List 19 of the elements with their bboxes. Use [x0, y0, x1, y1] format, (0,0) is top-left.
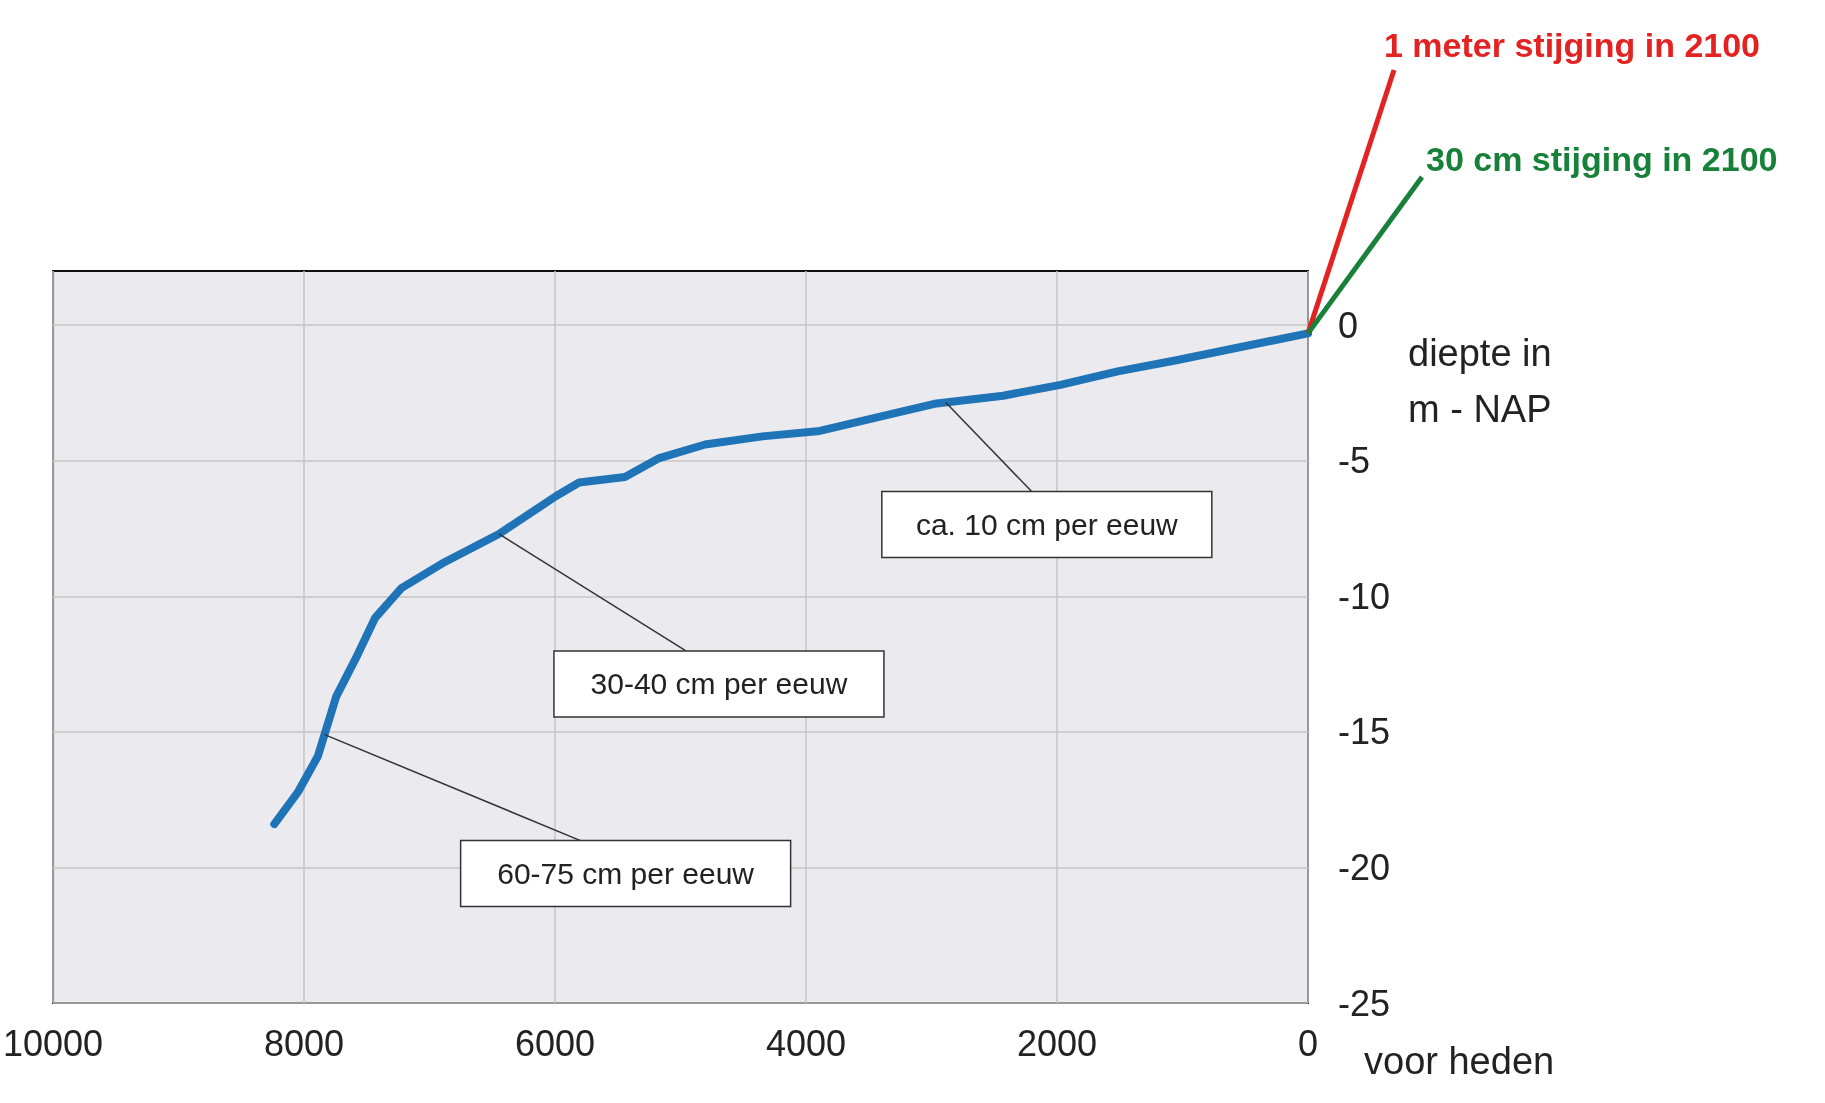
annotation: 1 meter stijging in 2100 — [1384, 26, 1761, 64]
annotation: 60-75 cm per eeuw — [497, 857, 755, 891]
annotation: 30 cm stijging in 2100 — [1426, 140, 1778, 178]
y-tick-label: -5 — [1338, 440, 1371, 482]
x-tick-label: 8000 — [264, 1022, 345, 1064]
x-tick-label: 0 — [1297, 1022, 1319, 1064]
y-axis-title: diepte in m - NAP — [1408, 332, 1552, 430]
x-tick-label: 6000 — [514, 1022, 596, 1064]
annotation: ca. 10 cm per eeuw — [915, 507, 1179, 541]
annotation: 30-40 cm per eeuw — [590, 667, 848, 701]
y-tick-label: -10 — [1338, 575, 1391, 617]
x-tick-label: 2000 — [1016, 1022, 1098, 1064]
x-axis-title: voor heden — [1364, 1040, 1555, 1082]
y-tick-label: -20 — [1338, 846, 1391, 888]
y-tick-label: -15 — [1338, 711, 1391, 753]
y-tick-label: -25 — [1338, 982, 1391, 1024]
x-tick-label: 4000 — [765, 1022, 847, 1064]
y-tick-label: 0 — [1338, 304, 1359, 346]
x-tick-label: 10000 — [3, 1022, 104, 1064]
